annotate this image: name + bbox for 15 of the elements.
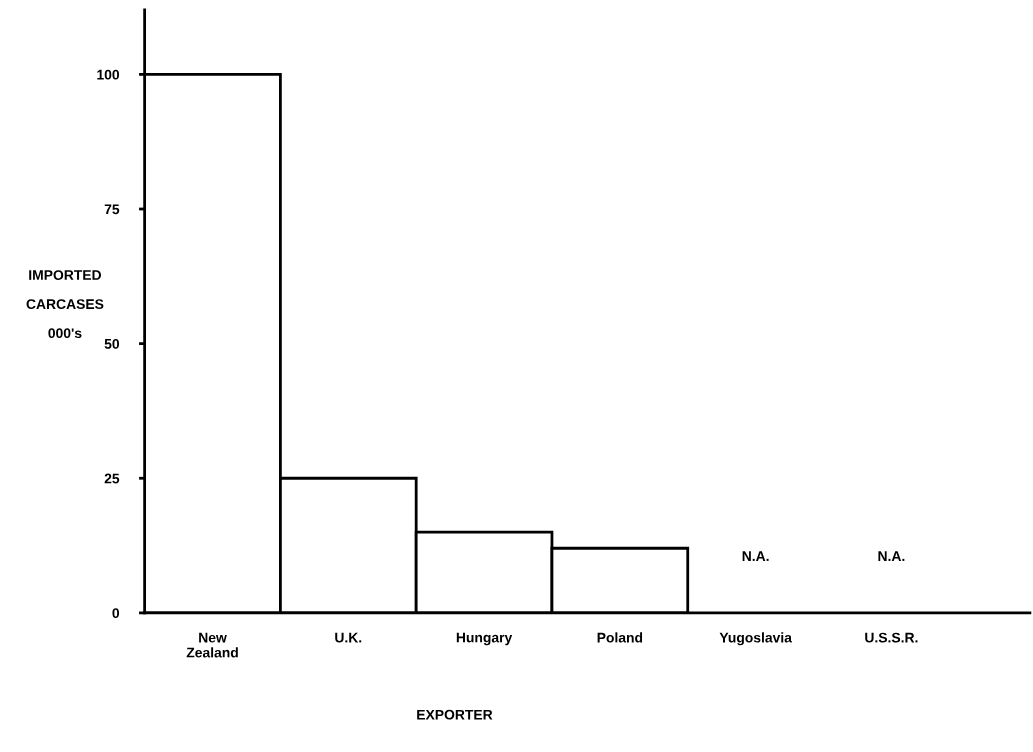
x-tick-label: New Zealand [186,632,238,658]
text: IMPORTED CARCASES 000's [26,270,104,339]
x-tick-label: U.K. [335,632,362,643]
x-axis-title: EXPORTER [417,709,493,720]
x-tick-label: U.S.S.R. [865,632,918,643]
x-tick-label: Hungary [456,632,513,646]
y-tick-label: 75 [104,204,120,215]
text: N.A. [742,551,769,561]
y-tick-label: 50 [104,338,120,349]
y-tick-label: 0 [112,608,120,619]
x-tick-label: Poland [597,632,643,643]
y-tick-label: 25 [104,473,120,484]
text: N.A. [878,551,905,561]
y-tick-label: 100 [97,69,120,80]
x-tick-label: Yugoslavia [719,632,792,646]
